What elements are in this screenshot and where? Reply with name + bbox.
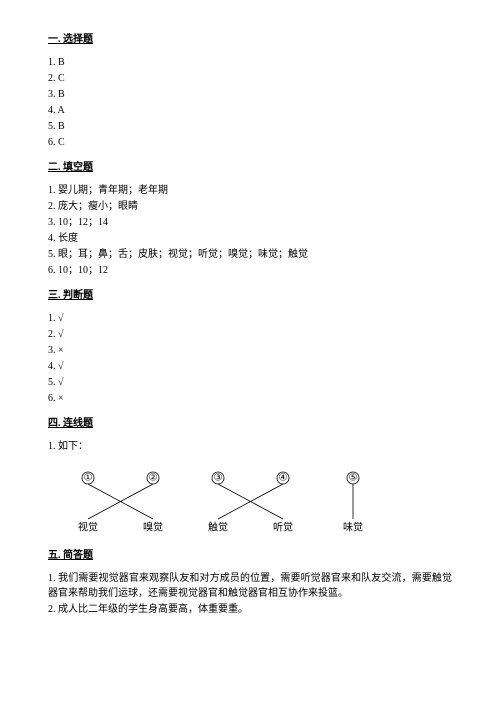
answer-item: 3. B — [48, 87, 452, 102]
svg-text:听觉: 听觉 — [273, 522, 293, 534]
answer-item: 4. A — [48, 103, 452, 118]
answer-item: 2. 成人比二年级的学生身高要高，体重要重。 — [48, 602, 452, 617]
svg-text:③: ③ — [214, 473, 223, 484]
judge-answers: 1. √ 2. √ 3. × 4. √ 5. √ 6. × — [48, 311, 452, 406]
section-title-judge: 三. 判断题 — [48, 288, 452, 303]
answer-item: 3. × — [48, 343, 452, 358]
section-title-choice: 一. 选择题 — [48, 32, 452, 47]
svg-text:视觉: 视觉 — [78, 521, 98, 534]
match-intro: 1. 如下： — [48, 439, 452, 454]
answer-item: 1. 婴儿期；青年期；老年期 — [48, 183, 452, 198]
svg-text:味觉: 味觉 — [343, 522, 363, 534]
answer-item: 4. 长度 — [48, 231, 452, 246]
answer-item: 1. 我们需要视觉器官来观察队友和对方成员的位置，需要听觉器官来和队友交流，需要… — [48, 571, 452, 601]
answer-item: 2. 庞大；瘦小；眼睛 — [48, 199, 452, 214]
answer-item: 1. √ — [48, 311, 452, 326]
answer-item: 4. √ — [48, 359, 452, 374]
svg-text:触觉: 触觉 — [208, 521, 228, 534]
answer-item: 5. √ — [48, 375, 452, 390]
matching-svg: ① ② ③ ④ ⑤ 视觉 嗅觉 触觉 听觉 味觉 — [58, 466, 388, 538]
fill-answers: 1. 婴儿期；青年期；老年期 2. 庞大；瘦小；眼睛 3. 10；12；14 4… — [48, 183, 452, 278]
answer-item: 5. 眼；耳；鼻；舌；皮肤；视觉；听觉；嗅觉；味觉；触觉 — [48, 247, 452, 262]
section-title-fill: 二. 填空题 — [48, 160, 452, 175]
svg-text:嗅觉: 嗅觉 — [143, 521, 163, 534]
choice-answers: 1. B 2. C 3. B 4. A 5. B 6. C — [48, 55, 452, 150]
section-title-short: 五. 简答题 — [48, 548, 452, 563]
svg-text:②: ② — [149, 473, 158, 484]
answer-item: 6. × — [48, 391, 452, 406]
short-answers: 1. 我们需要视觉器官来观察队友和对方成员的位置，需要听觉器官来和队友交流，需要… — [48, 571, 452, 617]
svg-text:④: ④ — [279, 473, 288, 484]
svg-text:①: ① — [84, 473, 93, 484]
answer-item: 2. C — [48, 71, 452, 86]
answer-item: 1. B — [48, 55, 452, 70]
answer-item: 2. √ — [48, 327, 452, 342]
answer-item: 6. C — [48, 135, 452, 150]
matching-diagram: ① ② ③ ④ ⑤ 视觉 嗅觉 触觉 听觉 味觉 — [58, 466, 388, 538]
answer-item: 5. B — [48, 119, 452, 134]
section-title-match: 四. 连线题 — [48, 416, 452, 431]
answer-item: 6. 10；10；12 — [48, 263, 452, 278]
answer-item: 3. 10；12；14 — [48, 215, 452, 230]
svg-text:⑤: ⑤ — [349, 473, 358, 484]
